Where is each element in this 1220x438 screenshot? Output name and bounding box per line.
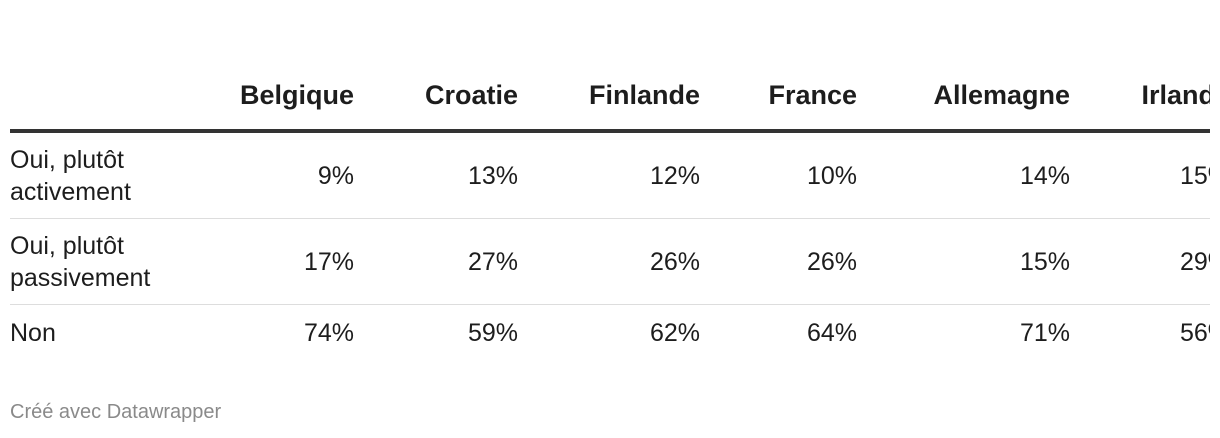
column-header: Belgique	[190, 70, 354, 133]
table-cell: 29%	[1070, 218, 1210, 305]
table-cell: 56%	[1179, 319, 1210, 347]
table: Belgique Croatie Finlande France Allemagne Ir…	[10, 70, 1210, 361]
table-container: Belgique Croatie Finlande France Allemagne Ir…	[10, 70, 1210, 361]
row-label: Oui, plutôt activement	[10, 131, 190, 219]
table-cell: 26%	[700, 218, 857, 305]
table-cell: 27%	[354, 218, 518, 305]
table-cell: 71%	[1019, 319, 1070, 347]
table-cell: 59%	[467, 319, 518, 347]
table-row: Oui, plutôt passivement 17% 27% 26% 26% 15% 29…	[10, 218, 1210, 305]
table-cell: 15%	[857, 218, 1070, 305]
row-label: Non	[10, 319, 56, 347]
table-cell: 10%	[700, 131, 857, 219]
table-cell: 9%	[190, 131, 354, 219]
header-row: Belgique Croatie Finlande France Allemagne Ir…	[10, 70, 1210, 133]
column-header: Finlande	[518, 70, 700, 133]
table-cell: 74%	[303, 319, 354, 347]
table-cell: 64%	[806, 319, 857, 347]
column-header: Croatie	[354, 70, 518, 133]
table-cell: 62%	[649, 319, 700, 347]
table-cell: 26%	[518, 218, 700, 305]
table-row: Non 74% 59% 62% 64% 71% 56%	[10, 305, 1210, 362]
table-cell: 13%	[354, 131, 518, 219]
footer: Créé avec Datawrapper	[10, 401, 222, 423]
column-header: France	[700, 70, 857, 133]
table-cell: 15%	[1070, 131, 1210, 219]
column-header: Irlande	[1070, 70, 1210, 133]
table-cell: 12%	[518, 131, 700, 219]
table-cell: 17%	[190, 218, 354, 305]
column-header	[10, 70, 190, 133]
row-label: Oui, plutôt passivement	[10, 218, 190, 305]
table-cell: 14%	[857, 131, 1070, 219]
column-header: Allemagne	[857, 70, 1070, 133]
